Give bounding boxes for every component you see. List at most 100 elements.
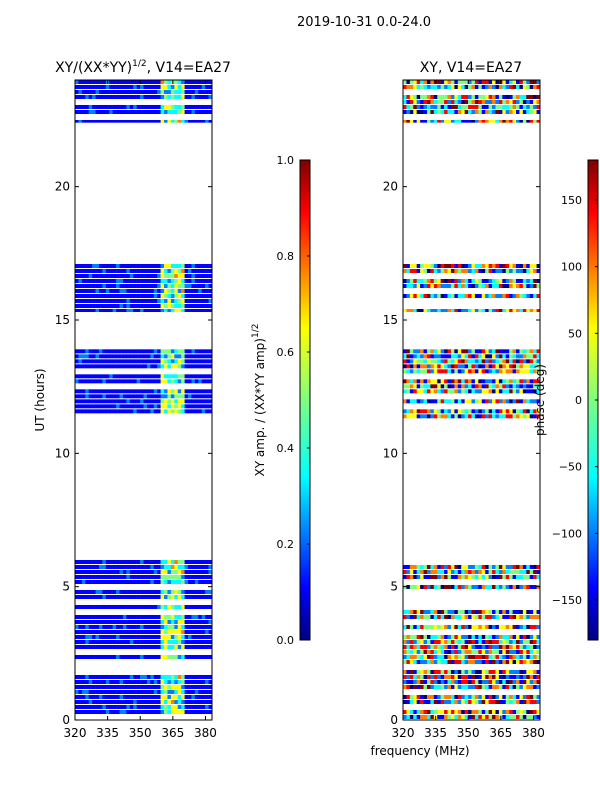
heatmap-cell	[505, 645, 510, 649]
heatmap-cell	[184, 274, 189, 278]
heatmap-cell	[143, 409, 148, 414]
heatmap-cell	[157, 389, 161, 394]
heatmap-cell	[105, 379, 110, 384]
heatmap-cell	[526, 675, 531, 679]
heatmap-cell	[201, 675, 206, 679]
heatmap-cell	[198, 700, 203, 704]
heatmap-cell	[430, 384, 435, 389]
heatmap-cell	[492, 695, 496, 699]
heatmap-cell	[119, 264, 124, 268]
heatmap-cell	[157, 695, 161, 699]
heatmap-cell	[174, 359, 179, 364]
heatmap-cell	[122, 560, 127, 564]
heatmap-cell	[160, 359, 165, 364]
heatmap-cell	[416, 384, 421, 389]
heatmap-cell	[126, 675, 131, 679]
heatmap-cell	[188, 289, 192, 293]
heatmap-cell	[146, 379, 151, 384]
heatmap-cell	[488, 655, 493, 659]
heatmap-cell	[509, 369, 513, 374]
heatmap-cell	[153, 675, 158, 679]
heatmap-cell	[454, 625, 459, 629]
heatmap-cell	[92, 575, 96, 579]
heatmap-cell	[133, 630, 137, 634]
heatmap-cell	[129, 274, 134, 278]
heatmap-cell	[150, 294, 155, 298]
heatmap-cell	[447, 354, 452, 359]
heatmap-cell	[403, 349, 407, 354]
heatmap-cell	[492, 369, 496, 374]
heatmap-cell	[198, 289, 203, 293]
heatmap-cell	[478, 294, 483, 298]
heatmap-cell	[95, 269, 100, 273]
heatmap-cell	[102, 590, 107, 594]
heatmap-cell	[444, 565, 448, 569]
heatmap-cell	[423, 565, 428, 569]
heatmap-cell	[143, 284, 148, 288]
heatmap-cell	[505, 105, 510, 109]
heatmap-cell	[153, 95, 158, 99]
heatmap-cell	[409, 680, 414, 684]
heatmap-cell	[164, 625, 168, 629]
heatmap-cell	[133, 570, 137, 574]
heatmap-cell	[201, 110, 206, 114]
heatmap-cell	[488, 615, 493, 619]
heatmap-cell	[481, 585, 486, 589]
heatmap-cell	[437, 670, 441, 674]
heatmap-cell	[129, 299, 134, 303]
heatmap-cell	[98, 655, 103, 659]
heatmap-cell	[430, 264, 435, 268]
heatmap-cell	[105, 635, 110, 639]
heatmap-cell	[406, 655, 411, 659]
heatmap-cell	[413, 570, 417, 574]
heatmap-cell	[512, 349, 517, 354]
heatmap-cell	[536, 264, 540, 268]
heatmap-cell	[205, 575, 209, 579]
heatmap-cell	[437, 349, 441, 354]
heatmap-cell	[140, 85, 144, 89]
heatmap-cell	[444, 700, 448, 704]
heatmap-cell	[406, 650, 411, 654]
heatmap-cell	[133, 374, 137, 379]
heatmap-cell	[519, 409, 524, 414]
heatmap-cell	[81, 705, 86, 709]
heatmap-cell	[98, 294, 103, 298]
heatmap-cell	[536, 610, 540, 614]
heatmap-cell	[522, 670, 527, 674]
heatmap-cell	[112, 615, 117, 619]
heatmap-cell	[403, 105, 407, 109]
heatmap-cell	[205, 389, 209, 394]
heatmap-cell	[126, 575, 131, 579]
heatmap-cell	[536, 655, 540, 659]
heatmap-cell	[129, 680, 134, 684]
heatmap-cell	[512, 409, 517, 414]
heatmap-cell	[112, 90, 117, 94]
heatmap-cell	[430, 695, 435, 699]
colorbar-tick-label: 150	[561, 194, 582, 207]
heatmap-cell	[112, 560, 117, 564]
heatmap-cell	[92, 605, 96, 609]
heatmap-cell	[174, 625, 179, 629]
heatmap-cell	[136, 120, 141, 123]
heatmap-cell	[181, 625, 185, 629]
heatmap-cell	[413, 389, 417, 394]
heatmap-cell	[184, 575, 189, 579]
heatmap-cell	[420, 120, 424, 123]
heatmap-cell	[437, 364, 441, 369]
heatmap-cell	[81, 685, 86, 689]
heatmap-cell	[116, 110, 120, 114]
heatmap-cell	[143, 620, 148, 624]
heatmap-cell	[167, 590, 172, 594]
heatmap-cell	[164, 620, 168, 624]
heatmap-cell	[109, 349, 113, 354]
heatmap-cell	[495, 389, 500, 394]
heatmap-cell	[78, 565, 83, 569]
heatmap-cell	[430, 379, 435, 384]
heatmap-cell	[437, 354, 441, 359]
heatmap-cell	[403, 369, 407, 374]
heatmap-cell	[409, 625, 414, 629]
heatmap-cell	[98, 615, 103, 619]
heatmap-cell	[533, 710, 537, 714]
heatmap-cell	[98, 354, 103, 359]
heatmap-cell	[75, 404, 79, 409]
